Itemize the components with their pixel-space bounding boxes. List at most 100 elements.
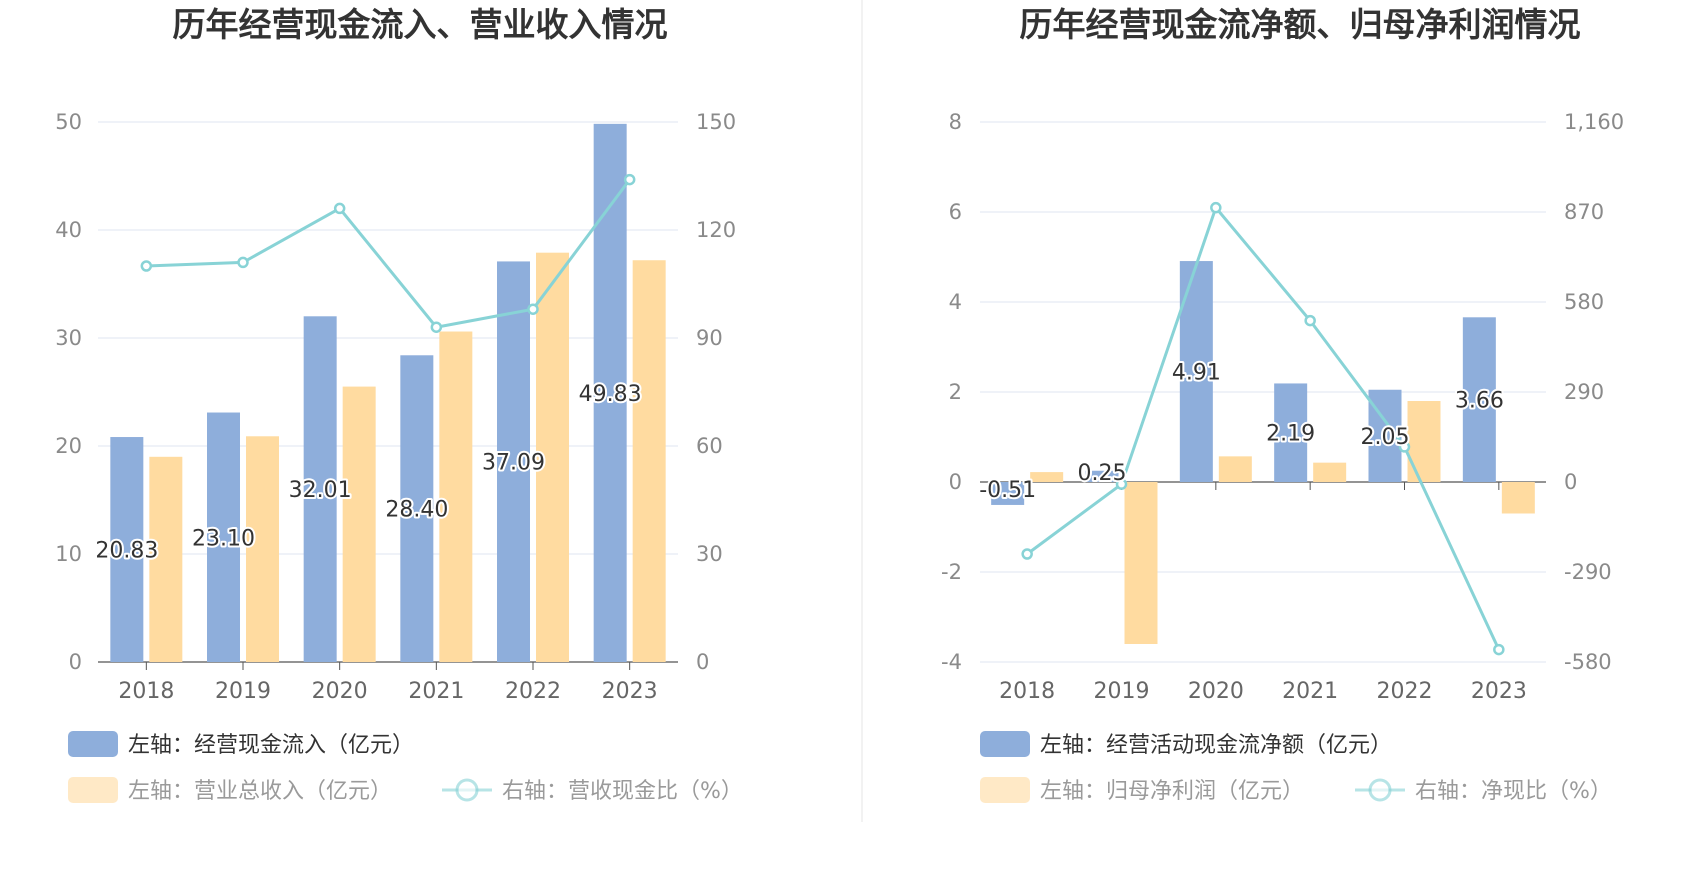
chart-2: 历年经营现金流净额、归母净利润情况 -4 -2 0 2 4 6 8 -580 -290 0 290 58…	[941, 5, 1624, 804]
right-axis-tick: 120	[696, 218, 736, 242]
right-axis-tick: 60	[696, 434, 723, 458]
right-axis-tick: -290	[1564, 560, 1612, 584]
bar-data-label: 2.19	[1266, 422, 1315, 447]
legend-swatch-bar-1	[68, 731, 118, 757]
bar-series-2	[632, 260, 666, 662]
left-axis-tick: 50	[55, 110, 82, 134]
x-axis-tick-label: 2023	[602, 679, 658, 704]
bar-series-2	[1313, 462, 1347, 482]
bar-series-2	[536, 252, 569, 662]
bar-data-label: -0.51	[979, 478, 1036, 503]
x-axis-tick-label: 2018	[999, 679, 1055, 704]
bar-data-label: 23.10	[192, 526, 255, 551]
x-axis-tick-label: 2019	[215, 679, 271, 704]
legend-swatch-bar-2	[980, 777, 1030, 803]
left-axis-tick: 4	[949, 290, 962, 314]
x-axis-tick-label: 2023	[1471, 679, 1527, 704]
line-point	[140, 260, 153, 272]
line-point	[333, 202, 346, 215]
bar-series-1	[593, 123, 627, 662]
bar-series-1	[991, 482, 1025, 505]
right-axis-tick: 90	[696, 326, 723, 350]
line-point	[430, 321, 443, 333]
legend-label: 左轴：归母净利润（亿元）	[1040, 779, 1304, 804]
chart-title: 历年经营现金流净额、归母净利润情况	[1020, 5, 1581, 44]
bar-series-2	[1501, 482, 1535, 514]
legend-label: 左轴：营业总收入（亿元）	[128, 779, 392, 804]
line-point	[1398, 441, 1411, 453]
left-axis-tick: 40	[55, 218, 82, 242]
left-axis-tick: 0	[69, 650, 82, 674]
bar-series-1	[400, 355, 434, 662]
bar-series-1	[207, 412, 240, 662]
left-axis-tick: 8	[949, 110, 962, 134]
x-axis-tick-label: 2020	[1188, 679, 1244, 704]
x-axis-tick-label: 2021	[408, 679, 464, 704]
right-axis-tick: 30	[696, 542, 723, 566]
bar-series-2	[149, 456, 183, 662]
x-axis-tick-label: 2018	[118, 679, 174, 704]
bar-series-1	[497, 261, 530, 662]
line-point	[1493, 643, 1505, 656]
legend-label: 左轴：经营活动现金流净额（亿元）	[1040, 733, 1392, 758]
x-axis-tick-label: 2022	[1377, 679, 1433, 704]
line-point	[237, 256, 249, 269]
legend-label: 左轴：经营现金流入（亿元）	[128, 733, 414, 758]
x-axis-tick-label: 2019	[1094, 679, 1150, 704]
left-axis-tick: 2	[949, 380, 962, 404]
bar-data-label: 28.40	[385, 498, 448, 523]
right-axis-tick: 1,160	[1564, 110, 1624, 134]
left-axis-tick: 30	[55, 326, 82, 350]
bar-data-label: 49.83	[579, 382, 642, 407]
legend-swatch-line-marker	[455, 778, 479, 802]
right-axis-tick: 0	[1564, 470, 1577, 494]
bar-series-1	[110, 437, 144, 662]
right-axis-tick: 0	[696, 650, 709, 674]
line-series	[1026, 204, 1501, 651]
line-point	[623, 173, 636, 186]
x-axis-tick-label: 2022	[505, 679, 561, 704]
left-axis-tick: 10	[55, 542, 82, 566]
x-axis-tick-label: 2020	[312, 679, 368, 704]
bar-data-label: 3.66	[1455, 389, 1504, 414]
bar-series-2	[1218, 456, 1252, 482]
line-point	[1021, 548, 1033, 560]
left-axis-tick: -2	[941, 560, 962, 584]
right-axis-tick: 150	[696, 110, 736, 134]
bar-series-1	[303, 316, 337, 662]
right-axis-tick: 290	[1564, 380, 1604, 404]
legend-swatch-bar-2	[68, 777, 118, 803]
bar-data-label: 4.91	[1172, 361, 1221, 386]
left-axis-tick: 6	[949, 200, 962, 224]
bar-series-1	[1274, 383, 1308, 482]
bar-data-label: 20.83	[95, 539, 158, 564]
bar-series-2	[1124, 482, 1158, 644]
line-point	[527, 303, 539, 315]
bar-series-2	[246, 436, 279, 662]
right-axis-tick: -580	[1564, 650, 1612, 674]
bar-series-2	[342, 386, 376, 662]
bar-series-1	[1085, 470, 1119, 482]
bar-data-label: 2.05	[1361, 425, 1410, 450]
right-axis-tick: 580	[1564, 290, 1604, 314]
chart-title: 历年经营现金流入、营业收入情况	[173, 5, 668, 44]
legend-label: 右轴：净现比（%）	[1415, 779, 1612, 804]
line-point	[1115, 478, 1128, 490]
legend-swatch-line-marker	[1368, 778, 1392, 802]
chart-1: 历年经营现金流入、营业收入情况 0 10 20 30 40 50 0 30 60 90 120 150 2…	[55, 5, 743, 804]
bar-series-1	[1462, 317, 1496, 482]
bar-series-2	[1407, 401, 1441, 482]
left-axis-tick: 20	[55, 434, 82, 458]
left-axis-tick: 0	[949, 470, 962, 494]
x-axis-tick-label: 2021	[1282, 679, 1338, 704]
bar-data-label: 32.01	[289, 478, 352, 503]
right-axis-tick: 870	[1564, 200, 1604, 224]
bar-data-label: 37.09	[482, 451, 545, 476]
legend-swatch-bar-1	[980, 731, 1030, 757]
line-series	[146, 178, 631, 329]
line-point	[1304, 314, 1316, 327]
left-axis-tick: -4	[941, 650, 962, 674]
bar-series-2	[439, 331, 473, 662]
bar-data-label: 0.25	[1078, 461, 1127, 486]
